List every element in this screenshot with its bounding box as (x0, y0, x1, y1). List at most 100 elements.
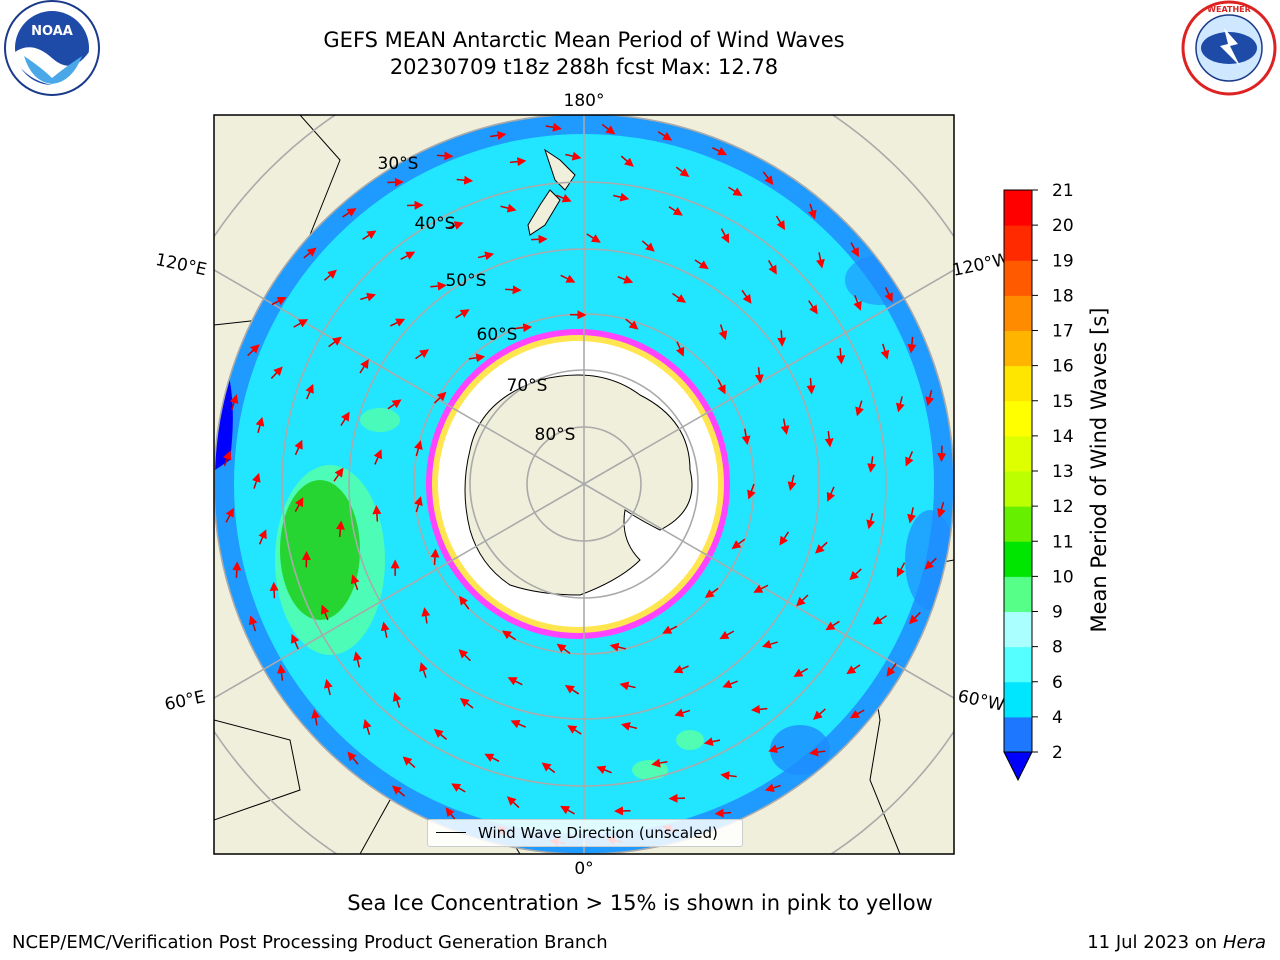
wave-arrow (867, 456, 877, 473)
wave-arrow (392, 691, 402, 708)
wave-arrow (905, 451, 914, 467)
wave-arrow (360, 292, 377, 302)
wave-arrow (510, 719, 526, 729)
colorbar-segment (1004, 541, 1032, 577)
wave-arrow (720, 771, 737, 781)
wave-arrow (657, 131, 673, 141)
wave-arrow (617, 275, 634, 284)
wave-arrow (225, 507, 234, 523)
wave-arrow (855, 400, 864, 417)
wave-arrow (731, 538, 746, 550)
colorbar-segment (1004, 506, 1032, 542)
wave-arrow (625, 318, 639, 330)
wave-arrow (387, 399, 402, 410)
madagascar-land (214, 719, 301, 821)
wave-arrow (754, 367, 764, 384)
wave-arrow (433, 391, 447, 404)
wave-arrow (323, 678, 333, 696)
wave-arrow (741, 428, 751, 446)
wave-arrow (764, 783, 781, 793)
colorbar-tick-label: 12 (1052, 497, 1074, 517)
wave-arrow (601, 123, 616, 135)
wave-arrow (880, 343, 890, 360)
wave-arrow (675, 341, 685, 357)
wave-arrow (490, 130, 507, 140)
wave-arrow (556, 193, 572, 203)
footer-machine: Hera (1222, 932, 1266, 953)
wave-arrow (775, 215, 786, 231)
wave-arrow (291, 633, 300, 650)
wave-arrow (459, 697, 474, 709)
legend-line (436, 832, 466, 833)
wave-arrow (651, 758, 668, 768)
green-patch (280, 480, 360, 620)
wave-arrow (673, 664, 689, 674)
wave-arrow (620, 155, 634, 167)
wave-arrow (925, 389, 935, 407)
wave-arrow (270, 366, 283, 379)
svg-text:NOAA: NOAA (31, 24, 73, 39)
wave-arrow (703, 737, 721, 747)
lon-label-180: 180° (564, 91, 605, 111)
colorbar-segment (1004, 365, 1032, 402)
wave-arrow (468, 353, 486, 363)
colorbar-segment (1004, 260, 1032, 296)
colorbar-tick-label: 2 (1052, 743, 1063, 763)
wave-arrow (668, 206, 683, 216)
wave-arrow (712, 146, 728, 156)
lat-label-50s: 50°S (446, 271, 487, 291)
wave-arrow (359, 359, 369, 374)
colorbar-segment (1004, 295, 1032, 331)
wave-arrow (252, 472, 261, 489)
wave-arrow (277, 664, 286, 681)
chart-subtitle: 20230709 t18z 288h fcst Max: 12.78 (389, 55, 779, 79)
wave-arrow (400, 251, 416, 260)
wave-arrow (762, 171, 774, 186)
wave-arrow (815, 541, 828, 554)
colorbar-segment (1004, 225, 1032, 261)
wave-arrow (826, 486, 836, 502)
sea-ice-note: Sea Ice Concentration > 15% is shown in … (347, 891, 933, 915)
wave-arrow (501, 630, 517, 641)
wave-arrow (853, 295, 862, 311)
lat-label-30s: 30°S (378, 154, 419, 174)
lon-label-60w: 60°W (956, 686, 1006, 715)
wave-arrow (531, 234, 548, 244)
colorbar-segment (1004, 611, 1032, 648)
wave-arrow (455, 309, 470, 319)
wave-arrow (362, 230, 377, 240)
wave-arrow (293, 319, 309, 328)
wave-arrow (718, 324, 728, 341)
wave-arrow (567, 725, 582, 735)
wave-arrow (353, 651, 362, 668)
wave-arrow (414, 496, 423, 513)
wave-arrow (672, 292, 687, 303)
wave-arrow (807, 203, 817, 220)
wave-arrow (320, 604, 330, 621)
wave-arrow (694, 259, 709, 270)
wave-arrow (445, 807, 457, 821)
legend-label: Wind Wave Direction (unscaled) (478, 824, 718, 842)
wave-arrow (564, 684, 580, 695)
wave-arrow (342, 208, 357, 218)
colorbar-tick-label: 17 (1052, 322, 1074, 342)
wave-arrow (846, 664, 861, 675)
wave-arrow (728, 186, 743, 196)
wave-arrow (884, 287, 893, 303)
wave-arrow (372, 505, 382, 522)
wave-arrow (560, 274, 576, 283)
legend: Wind Wave Direction (unscaled) (427, 819, 743, 847)
map-frame (213, 114, 955, 855)
wave-arrow (294, 439, 303, 456)
colorbar-segment (1004, 435, 1032, 472)
wave-arrow (907, 336, 917, 354)
wave-arrow (908, 611, 921, 625)
wave-arrow (335, 520, 345, 537)
wave-arrow (641, 240, 655, 252)
noaa-logo: NOAA (4, 0, 100, 96)
colorbar-tick-label: 4 (1052, 708, 1063, 728)
colorbar-tick-label: 20 (1052, 216, 1074, 236)
wave-arrow (768, 744, 785, 754)
wave-arrow (477, 251, 495, 261)
